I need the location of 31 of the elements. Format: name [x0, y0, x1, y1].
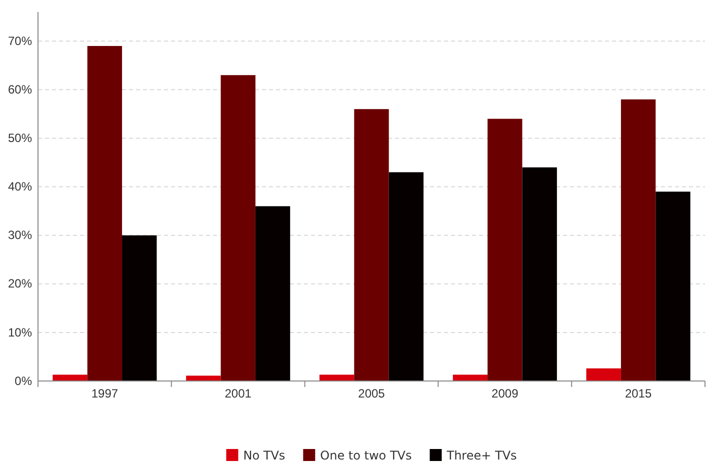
bar: [220, 75, 256, 381]
y-tick-label: 70%: [8, 34, 32, 48]
y-tick-label: 20%: [8, 276, 32, 291]
x-tick-label: 1997: [91, 386, 118, 401]
bar: [620, 99, 656, 381]
y-tick-label: 0%: [14, 374, 32, 388]
y-tick-label: 40%: [8, 180, 32, 194]
legend-label: No TVs: [243, 448, 286, 462]
x-tick-label: 2005: [358, 386, 386, 401]
bar: [52, 374, 88, 381]
bar: [656, 192, 690, 381]
x-tick-label: 2009: [492, 386, 519, 401]
y-tick-label: 30%: [8, 228, 32, 242]
legend-label: Three+ TVs: [446, 448, 517, 462]
x-tick-label: 2001: [224, 386, 252, 401]
bar: [522, 167, 557, 381]
bar: [87, 46, 122, 381]
bar: [122, 235, 157, 381]
y-tick-label: 60%: [8, 82, 32, 97]
bar: [354, 109, 389, 381]
y-tick-label: 10%: [8, 325, 32, 340]
bar: [488, 118, 522, 381]
x-tick-label: 2015: [624, 386, 652, 401]
bar: [319, 374, 354, 381]
bar: [452, 374, 488, 381]
bar: [586, 368, 621, 381]
legend-label: One to two TVs: [320, 448, 412, 462]
bar: [255, 206, 290, 381]
y-tick-label: 50%: [8, 131, 32, 146]
bar: [388, 172, 424, 381]
bar: [186, 376, 221, 381]
